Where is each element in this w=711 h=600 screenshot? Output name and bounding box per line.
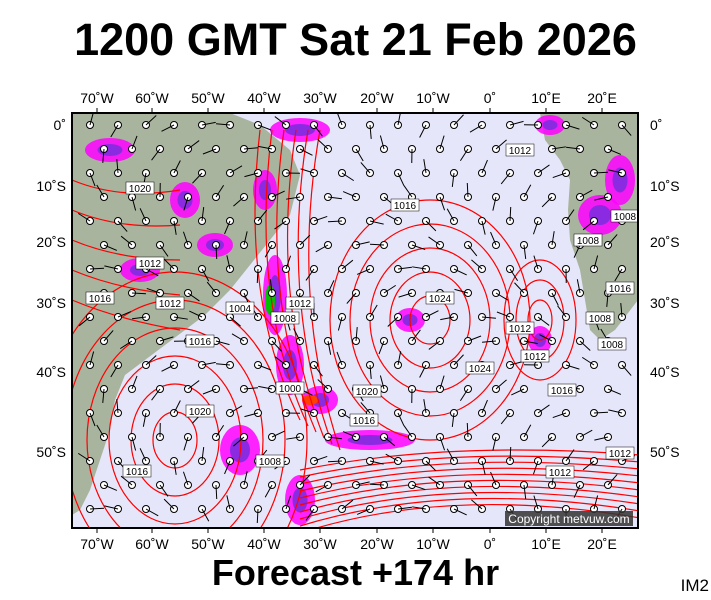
isobar-label: 1016 — [605, 281, 635, 295]
isobar-label: 1024 — [465, 361, 495, 375]
latitude-tick-left: 30˚S — [36, 295, 66, 311]
svg-text:1016: 1016 — [89, 294, 112, 305]
isobar-label: 1012 — [520, 349, 550, 363]
isobar-label: 1016 — [390, 198, 420, 212]
svg-text:1016: 1016 — [394, 201, 417, 212]
isobar-label: 1008 — [597, 337, 627, 351]
isobar-label: 1016 — [85, 291, 115, 305]
longitude-tick-bottom: 70˚W — [80, 536, 114, 552]
latitude-tick-right: 10˚S — [650, 178, 680, 194]
longitude-tick-top: 10˚W — [416, 90, 450, 106]
isobar-label: 1012 — [135, 256, 165, 270]
svg-text:1008: 1008 — [601, 340, 624, 351]
isobar-label: 1016 — [349, 413, 379, 427]
isobar-label: 1020 — [185, 404, 215, 418]
isobar-labels: 1012 1016 1008 1012 1016 1016 1012 1020 1016 1012… — [85, 143, 638, 479]
svg-text:1008: 1008 — [577, 236, 600, 247]
isobar-label: 1012 — [545, 465, 575, 479]
longitude-tick-top: 10˚E — [531, 90, 561, 106]
svg-text:1004: 1004 — [229, 304, 252, 315]
longitude-tick-top: 60˚W — [135, 90, 169, 106]
longitude-tick-top: 40˚W — [247, 90, 281, 106]
latitude-tick-left: 50˚S — [36, 444, 66, 460]
latitude-tick-right: 40˚S — [650, 364, 680, 380]
isobar-label: 1012 — [605, 446, 635, 460]
isobar-label: 1012 — [285, 296, 315, 310]
isobar-label: 1000 — [275, 381, 305, 395]
map-title: 1200 GMT Sat 21 Feb 2026 — [74, 14, 637, 65]
longitude-tick-bottom: 60˚W — [135, 536, 169, 552]
svg-text:1020: 1020 — [356, 387, 379, 398]
svg-text:1012: 1012 — [139, 259, 162, 270]
svg-text:1020: 1020 — [129, 184, 152, 195]
map-frame — [71, 112, 639, 529]
svg-text:1008: 1008 — [589, 314, 612, 325]
isobar-label: 1012 — [505, 321, 535, 335]
longitude-tick-bottom: 50˚W — [191, 536, 225, 552]
isobar-label: 1020 — [125, 181, 155, 195]
isobar-label: 1016 — [122, 464, 152, 478]
longitude-tick-top: 30˚W — [303, 90, 337, 106]
latitude-tick-right: 50˚S — [650, 444, 680, 460]
svg-text:1012: 1012 — [609, 449, 632, 460]
latitude-tick-left: 20˚S — [36, 234, 66, 250]
longitude-tick-bottom: 40˚W — [247, 536, 281, 552]
latitude-tick-right: 20˚S — [650, 234, 680, 250]
isobar-label: 1012 — [155, 296, 185, 310]
svg-text:1024: 1024 — [429, 294, 452, 305]
isobar-label: 1008 — [610, 209, 638, 223]
longitude-tick-bottom: 20˚W — [360, 536, 394, 552]
longitude-tick-bottom: 30˚W — [303, 536, 337, 552]
isobar-label: 1008 — [270, 311, 300, 325]
image-id-label: IM2 — [680, 576, 709, 595]
isobar-label: 1016 — [547, 383, 577, 397]
isobar-label: 1008 — [255, 454, 285, 468]
isobar-label: 1012 — [505, 143, 535, 157]
svg-text:1012: 1012 — [509, 324, 532, 335]
latitude-tick-right: 0˚ — [650, 117, 662, 133]
latitude-tick-left: 0˚ — [54, 117, 66, 133]
copyright: Copyright metvuw.com — [508, 512, 629, 526]
isobar-label: 1004 — [225, 301, 255, 315]
svg-text:1012: 1012 — [549, 468, 572, 479]
longitude-tick-top: 0˚ — [484, 90, 496, 106]
svg-text:1012: 1012 — [159, 299, 182, 310]
svg-text:1016: 1016 — [126, 467, 149, 478]
longitude-tick-top: 50˚W — [191, 90, 225, 106]
longitude-tick-bottom: 20˚E — [587, 536, 617, 552]
longitude-tick-bottom: 10˚W — [416, 536, 450, 552]
longitude-tick-top: 20˚W — [360, 90, 394, 106]
longitude-tick-bottom: 0˚ — [484, 536, 496, 552]
wind-barbs — [77, 113, 636, 524]
svg-text:1012: 1012 — [524, 352, 547, 363]
svg-text:1020: 1020 — [189, 407, 212, 418]
longitude-tick-top: 70˚W — [80, 90, 114, 106]
isobar-label: 1024 — [425, 291, 455, 305]
forecast-label: Forecast +174 hr — [211, 552, 500, 593]
svg-text:1008: 1008 — [614, 212, 637, 223]
svg-text:1000: 1000 — [279, 384, 302, 395]
svg-text:1024: 1024 — [469, 364, 492, 375]
svg-text:1008: 1008 — [259, 457, 282, 468]
svg-text:1016: 1016 — [551, 386, 574, 397]
isobar-label: 1020 — [352, 384, 382, 398]
svg-text:1012: 1012 — [509, 146, 532, 157]
latitude-tick-left: 40˚S — [36, 364, 66, 380]
svg-text:1012: 1012 — [289, 299, 312, 310]
isobar-label: 1016 — [185, 334, 215, 348]
svg-text:1016: 1016 — [353, 416, 376, 427]
latitude-tick-right: 30˚S — [650, 295, 680, 311]
longitude-tick-top: 20˚E — [587, 90, 617, 106]
latitude-tick-left: 10˚S — [36, 178, 66, 194]
svg-text:1016: 1016 — [609, 284, 632, 295]
svg-text:1016: 1016 — [189, 337, 212, 348]
isobar-label: 1008 — [573, 233, 603, 247]
longitude-tick-bottom: 10˚E — [531, 536, 561, 552]
isobar-label: 1008 — [585, 311, 615, 325]
svg-text:1008: 1008 — [274, 314, 297, 325]
south-america-landmass — [72, 113, 300, 515]
